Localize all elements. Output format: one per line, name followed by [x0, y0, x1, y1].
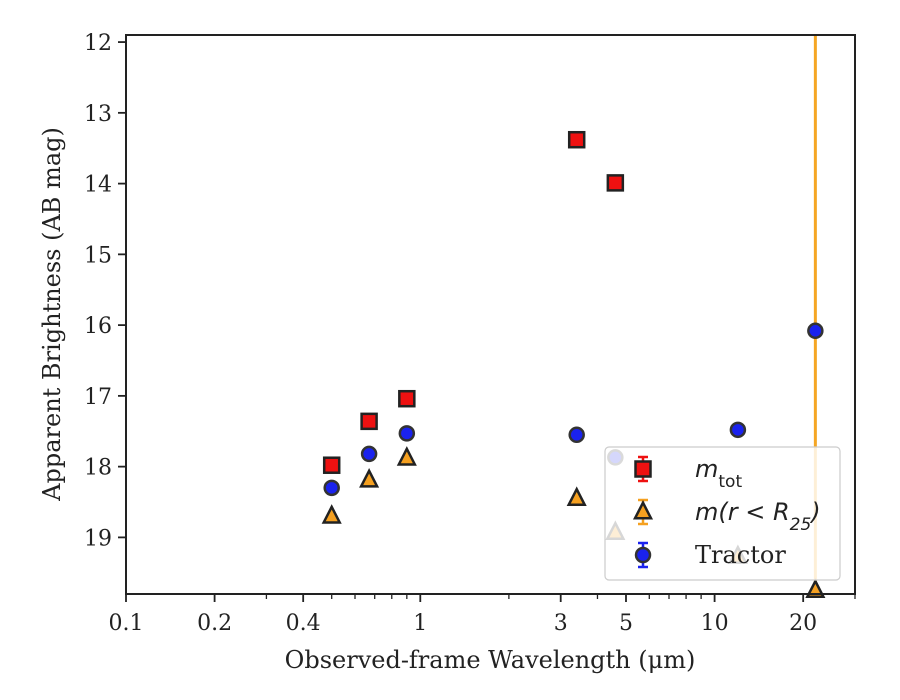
- y-axis-title: Apparent Brightness (AB mag): [38, 127, 66, 502]
- tractor-point: [323, 479, 340, 497]
- y-tick-label: 15: [84, 243, 112, 268]
- tractor-point: [398, 425, 416, 442]
- tractor-point: [360, 445, 378, 463]
- legend-box: [604, 446, 841, 581]
- mtot-point: [567, 130, 586, 149]
- mtot-point: [606, 174, 625, 192]
- y-tick-label: 13: [84, 102, 112, 127]
- y-tick-label: 18: [84, 456, 112, 481]
- legend-marker: [632, 499, 654, 520]
- mtot-point: [322, 456, 341, 474]
- tractor-point: [568, 426, 585, 444]
- legend-label: m(r < R25): [695, 498, 821, 535]
- mr25-point: [359, 468, 380, 488]
- y-tick-label: 19: [84, 526, 112, 551]
- x-tick-label: 0.1: [109, 611, 144, 636]
- legend-marker: [634, 546, 652, 564]
- x-tick-label: 5: [619, 611, 633, 636]
- x-tick-label: 1: [413, 611, 427, 636]
- y-tick-label: 14: [84, 173, 112, 198]
- mr25-point: [805, 578, 826, 599]
- legend-marker: [634, 460, 652, 478]
- x-axis-title: Observed-frame Wavelength (μm): [285, 646, 696, 674]
- tractor-point: [729, 421, 747, 439]
- mtot-point: [360, 412, 378, 431]
- x-tick-label: 0.2: [197, 611, 232, 636]
- mr25-point: [396, 446, 417, 466]
- legend-label: mtot: [695, 455, 742, 492]
- legend: mtot m(r < R25) Tractor: [604, 446, 841, 581]
- y-tick-label: 17: [84, 385, 112, 410]
- series-0: [322, 130, 625, 474]
- mr25-point: [566, 486, 587, 507]
- axes-frame: [125, 34, 856, 595]
- tractor-point: [807, 322, 824, 340]
- y-tick-label: 16: [84, 314, 112, 339]
- legend-label: Tractor: [695, 541, 786, 569]
- x-tick-label: 10: [701, 611, 729, 636]
- x-tick-label: 3: [554, 611, 568, 636]
- x-tick-label: 20: [789, 611, 817, 636]
- y-tick-label: 12: [84, 31, 112, 56]
- x-tick-label: 0.4: [286, 611, 321, 636]
- mr25-point: [321, 504, 342, 524]
- mtot-point: [398, 389, 416, 408]
